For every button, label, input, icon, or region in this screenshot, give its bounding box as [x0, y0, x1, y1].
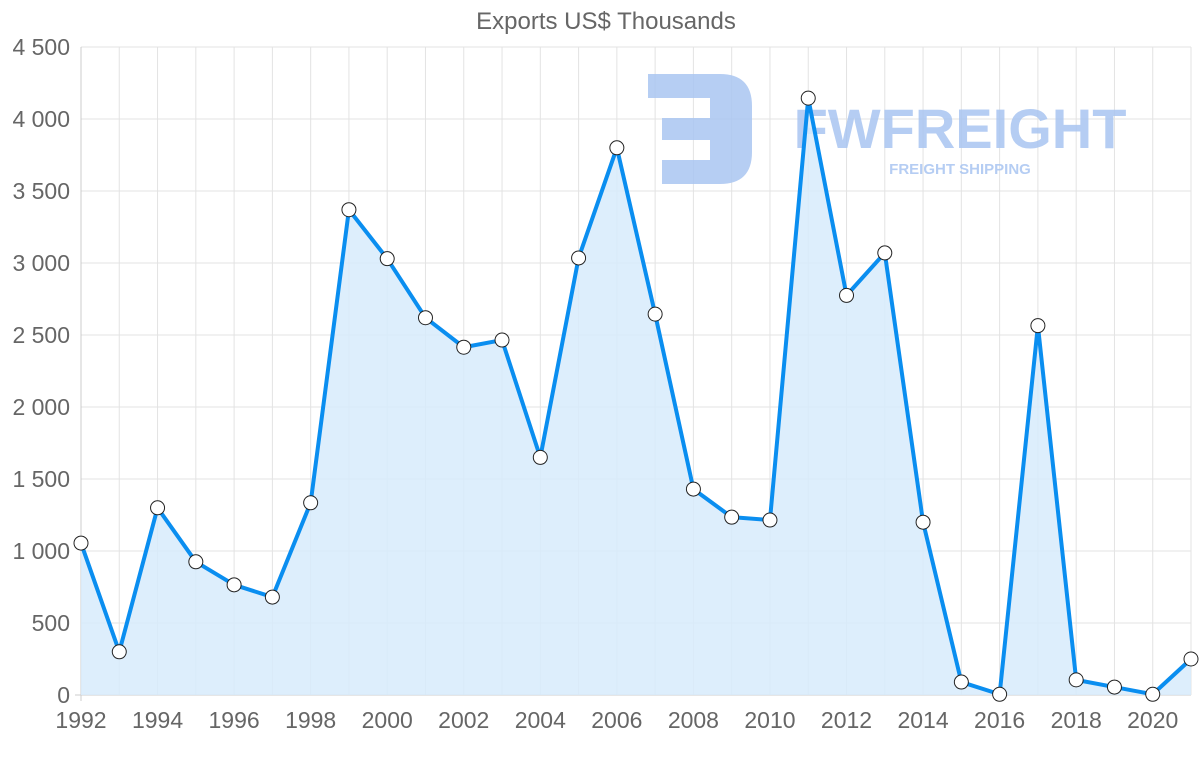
watermark-brand: FWFREIGHT [794, 97, 1127, 160]
data-point[interactable]: 2006: 3800 [609, 140, 625, 156]
x-tick-label: 2014 [897, 707, 948, 733]
data-point[interactable]: 2000: 3030 [379, 251, 395, 267]
x-tick-label: 1996 [209, 707, 260, 733]
data-point[interactable]: 2018: 105 [1068, 672, 1084, 688]
data-point[interactable]: 1999: 3370 [341, 202, 357, 218]
data-point[interactable]: 1998: 1335 [303, 495, 319, 511]
data-point[interactable]: 2013: 3070 [877, 245, 893, 261]
y-tick-label: 3 500 [12, 178, 70, 204]
x-tick-label: 2016 [974, 707, 1025, 733]
data-point[interactable]: 2019: 55 [1106, 679, 1122, 695]
data-point[interactable]: 2010: 1215 [762, 512, 778, 528]
data-point[interactable]: 2015: 90 [953, 674, 969, 690]
x-tick-label: 2010 [744, 707, 795, 733]
data-point[interactable]: 2002: 2415 [456, 339, 472, 355]
x-tick-label: 2006 [591, 707, 642, 733]
data-point[interactable]: 1996: 765 [226, 577, 242, 593]
data-point[interactable]: 2007: 2645 [647, 306, 663, 322]
x-axis-labels: 1992 1994 1996 1998 2000 2002 2004 2006 2008 2010… [55, 707, 1178, 733]
y-tick-label: 4 000 [12, 106, 70, 132]
data-point[interactable]: 1997: 680 [264, 589, 280, 605]
watermark-tagline: FREIGHT SHIPPING [889, 161, 1031, 178]
data-point[interactable]: 1993: 300 [111, 644, 127, 660]
data-point[interactable]: 2020: 5 [1145, 686, 1161, 702]
y-tick-label: 1 000 [12, 538, 70, 564]
area-fill [81, 98, 1191, 696]
x-tick-label: 1994 [132, 707, 183, 733]
y-tick-label: 1 500 [12, 466, 70, 492]
y-tick-label: 4 500 [12, 34, 70, 60]
y-axis-labels: 0 500 1 000 1 500 2 000 2 500 3 000 3 500 4 000 4… [12, 34, 70, 708]
y-tick-label: 0 [57, 682, 70, 708]
data-point[interactable]: 2017: 2565 [1030, 318, 1046, 334]
x-tick-label: 2020 [1127, 707, 1178, 733]
y-tick-label: 500 [32, 610, 70, 636]
x-tick-label: 2002 [438, 707, 489, 733]
data-point[interactable]: 2001: 2620 [417, 310, 433, 326]
x-tick-label: 2012 [821, 707, 872, 733]
data-point[interactable]: 2012: 2775 [839, 287, 855, 303]
x-tick-label: 2008 [668, 707, 719, 733]
data-point[interactable]: 1994: 1300 [150, 500, 166, 516]
y-tick-label: 2 500 [12, 322, 70, 348]
x-tick-label: 2018 [1051, 707, 1102, 733]
data-point[interactable]: 1995: 925 [188, 554, 204, 570]
data-point[interactable]: 2009: 1235 [724, 509, 740, 525]
x-tick-label: 2000 [362, 707, 413, 733]
data-point[interactable]: 2003: 2465 [494, 332, 510, 348]
y-tick-label: 3 000 [12, 250, 70, 276]
chart-title: Exports US$ Thousands [476, 8, 736, 35]
data-point[interactable]: 2021: 250 [1183, 651, 1199, 667]
data-point[interactable]: 1992: 1055 [73, 535, 89, 551]
y-tick-label: 2 000 [12, 394, 70, 420]
data-point[interactable]: 2008: 1430 [685, 481, 701, 497]
data-point[interactable]: 2016: 5 [992, 686, 1008, 702]
x-tick-label: 1992 [55, 707, 106, 733]
data-point[interactable]: 2014: 1200 [915, 514, 931, 530]
data-point[interactable]: 2011: 4145 [800, 90, 816, 106]
logo-mark-icon [648, 74, 752, 184]
data-points: 1992: 1055 1993: 300 1994: 1300 1995: 925 19… [73, 90, 1199, 702]
data-point[interactable]: 2005: 3035 [571, 250, 587, 266]
data-point[interactable]: 2004: 1650 [532, 449, 548, 465]
x-tick-label: 2004 [515, 707, 566, 733]
x-tick-label: 1998 [285, 707, 336, 733]
